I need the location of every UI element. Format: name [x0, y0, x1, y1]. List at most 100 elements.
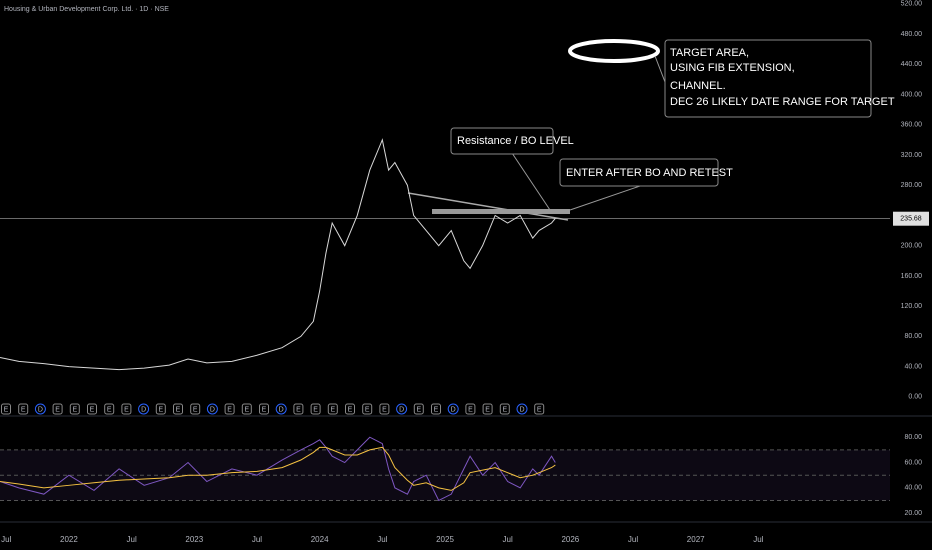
event-label: E — [313, 406, 318, 413]
event-label: E — [348, 406, 353, 413]
event-label: E — [416, 406, 421, 413]
event-icon — [499, 403, 510, 415]
event-label: E — [55, 406, 60, 413]
event-icon — [516, 403, 528, 415]
event-icon — [155, 403, 166, 415]
x-tick-label: 2025 — [436, 535, 454, 544]
x-tick-label: Jul — [503, 535, 513, 544]
event-icon — [173, 403, 183, 415]
event-icon — [259, 403, 269, 415]
y-tick-label: 200.00 — [901, 243, 923, 250]
x-tick-label: Jul — [252, 535, 262, 544]
event-label: E — [502, 406, 507, 413]
y-tick-label: 80.00 — [904, 434, 922, 441]
event-label: E — [21, 406, 26, 413]
event-icon — [534, 403, 545, 415]
x-tick-label: Jul — [127, 535, 137, 544]
event-label: E — [296, 406, 301, 413]
event-label: E — [262, 406, 267, 413]
pointer — [569, 185, 641, 211]
annotation-box — [450, 127, 554, 155]
series-line — [0, 446, 556, 491]
annotation-box — [559, 158, 719, 187]
event-icon — [87, 403, 97, 415]
annotation-text: Resistance / BO LEVEL — [457, 135, 574, 147]
event-label: E — [107, 406, 112, 413]
event-label: E — [537, 406, 542, 413]
y-tick-label: 360.00 — [901, 122, 923, 129]
event-icon — [34, 403, 46, 415]
event-label: D — [451, 406, 456, 413]
event-label: E — [330, 406, 335, 413]
x-tick-label: 2023 — [185, 535, 203, 544]
x-tick-label: Jul — [377, 535, 387, 544]
event-label: E — [4, 406, 9, 413]
y-tick-label: 160.00 — [901, 273, 923, 280]
event-icon — [241, 403, 252, 415]
event-icon — [190, 403, 201, 415]
event-icon — [206, 403, 218, 415]
series-line — [0, 436, 556, 502]
y-tick-label: 60.00 — [904, 459, 922, 466]
x-tick-label: 2026 — [561, 535, 579, 544]
event-icon — [224, 403, 235, 415]
annotation-text: TARGET AREA, — [670, 47, 749, 59]
annotation-box — [664, 39, 872, 118]
event-icon — [69, 403, 80, 415]
y-tick-label: 120.00 — [901, 303, 923, 310]
last-price-tag — [893, 211, 929, 226]
event-icon — [465, 403, 476, 415]
pointer — [654, 55, 666, 83]
event-icon — [396, 403, 408, 415]
event-icon — [362, 403, 373, 415]
event-label: D — [38, 406, 43, 413]
y-tick-label: 80.00 — [904, 333, 922, 340]
event-icon — [18, 403, 29, 415]
event-icon — [121, 403, 132, 415]
event-icon — [447, 403, 459, 415]
x-tick-label: Jul — [628, 535, 638, 544]
trend-line — [407, 192, 569, 221]
y-tick-label: 0.00 — [908, 394, 922, 401]
series-line — [0, 138, 556, 371]
event-label: E — [365, 406, 370, 413]
y-tick-label: 520.00 — [901, 1, 923, 8]
event-icon — [1, 403, 11, 415]
y-tick-label: 320.00 — [901, 152, 923, 159]
x-tick-label: 2027 — [687, 535, 705, 544]
event-icon — [52, 403, 63, 415]
event-label: E — [244, 406, 249, 413]
event-label: E — [485, 406, 490, 413]
event-label: E — [124, 406, 129, 413]
event-icon — [275, 403, 287, 415]
annotation-text: DEC 26 LIKELY DATE RANGE FOR TARGET — [670, 96, 895, 108]
chart-title: Housing & Urban Development Corp. Ltd. ·… — [4, 6, 169, 13]
event-label: E — [90, 406, 95, 413]
y-tick-label: 480.00 — [901, 31, 923, 38]
y-tick-label: 400.00 — [901, 91, 923, 98]
event-icon — [293, 403, 304, 415]
event-icon — [482, 403, 493, 415]
event-icon — [413, 403, 424, 415]
y-tick-label: 280.00 — [901, 182, 923, 189]
target-oval — [568, 39, 660, 63]
event-label: E — [158, 406, 163, 413]
event-label: D — [141, 406, 146, 413]
annotation-text: ENTER AFTER BO AND RETEST — [566, 167, 733, 179]
x-tick-label: Jul — [1, 535, 11, 544]
event-label: E — [434, 406, 439, 413]
annotation-text: USING FIB EXTENSION, — [670, 62, 795, 74]
event-label: D — [279, 406, 284, 413]
last-price-label: 235.68 — [900, 216, 922, 223]
pointer — [511, 152, 551, 211]
x-tick-label: Jul — [753, 535, 763, 544]
annotation-text: CHANNEL. — [670, 80, 726, 92]
event-label: E — [382, 406, 387, 413]
event-icon — [379, 403, 390, 415]
event-icon — [345, 403, 355, 415]
y-tick-label: 40.00 — [904, 485, 922, 492]
event-icon — [310, 403, 321, 415]
event-icon — [431, 403, 441, 415]
event-label: D — [210, 406, 215, 413]
x-tick-label: 2022 — [60, 535, 78, 544]
